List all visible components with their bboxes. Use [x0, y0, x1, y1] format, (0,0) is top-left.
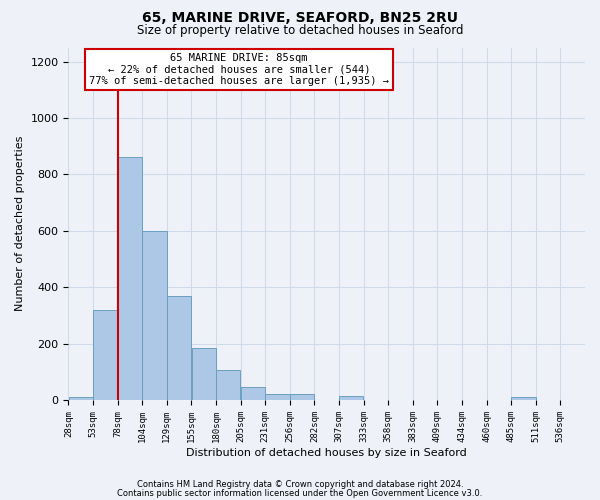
Bar: [241, 388, 265, 400]
Bar: [142, 231, 167, 400]
Bar: [68, 397, 93, 400]
Text: Contains HM Land Registry data © Crown copyright and database right 2024.: Contains HM Land Registry data © Crown c…: [137, 480, 463, 489]
Text: 65, MARINE DRIVE, SEAFORD, BN25 2RU: 65, MARINE DRIVE, SEAFORD, BN25 2RU: [142, 11, 458, 25]
Bar: [118, 158, 142, 400]
Bar: [167, 296, 191, 400]
Y-axis label: Number of detached properties: Number of detached properties: [15, 136, 25, 312]
Bar: [265, 394, 290, 400]
Bar: [290, 394, 314, 400]
Text: Size of property relative to detached houses in Seaford: Size of property relative to detached ho…: [137, 24, 463, 37]
Bar: [339, 396, 364, 400]
Bar: [93, 310, 118, 400]
Bar: [511, 397, 536, 400]
Text: Contains public sector information licensed under the Open Government Licence v3: Contains public sector information licen…: [118, 489, 482, 498]
Text: 65 MARINE DRIVE: 85sqm
← 22% of detached houses are smaller (544)
77% of semi-de: 65 MARINE DRIVE: 85sqm ← 22% of detached…: [89, 53, 389, 86]
Bar: [216, 370, 241, 400]
Bar: [191, 348, 216, 400]
X-axis label: Distribution of detached houses by size in Seaford: Distribution of detached houses by size …: [187, 448, 467, 458]
